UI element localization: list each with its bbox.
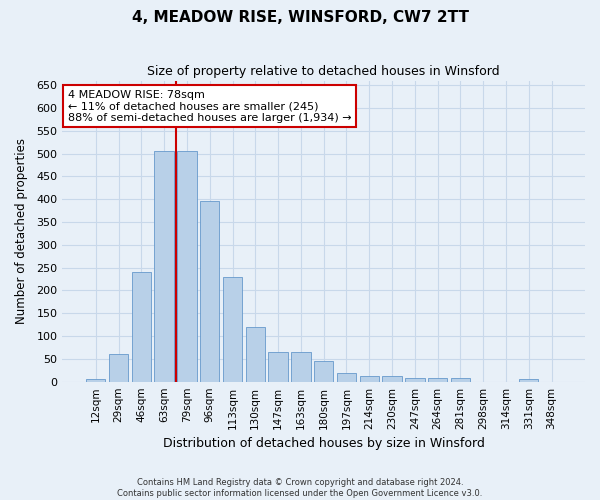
Bar xyxy=(451,378,470,382)
Bar xyxy=(359,376,379,382)
Bar xyxy=(223,276,242,382)
Bar xyxy=(268,352,288,382)
Bar xyxy=(154,152,174,382)
Bar xyxy=(200,202,220,382)
Bar xyxy=(519,380,538,382)
X-axis label: Distribution of detached houses by size in Winsford: Distribution of detached houses by size … xyxy=(163,437,485,450)
Bar xyxy=(291,352,311,382)
Bar xyxy=(86,380,106,382)
Title: Size of property relative to detached houses in Winsford: Size of property relative to detached ho… xyxy=(148,65,500,78)
Bar xyxy=(382,376,402,382)
Bar xyxy=(337,372,356,382)
Text: 4 MEADOW RISE: 78sqm
← 11% of detached houses are smaller (245)
88% of semi-deta: 4 MEADOW RISE: 78sqm ← 11% of detached h… xyxy=(68,90,351,123)
Bar xyxy=(314,361,334,382)
Text: Contains HM Land Registry data © Crown copyright and database right 2024.
Contai: Contains HM Land Registry data © Crown c… xyxy=(118,478,482,498)
Bar xyxy=(405,378,425,382)
Bar xyxy=(245,327,265,382)
Y-axis label: Number of detached properties: Number of detached properties xyxy=(15,138,28,324)
Text: 4, MEADOW RISE, WINSFORD, CW7 2TT: 4, MEADOW RISE, WINSFORD, CW7 2TT xyxy=(131,10,469,25)
Bar xyxy=(428,378,447,382)
Bar xyxy=(131,272,151,382)
Bar xyxy=(109,354,128,382)
Bar xyxy=(177,152,197,382)
